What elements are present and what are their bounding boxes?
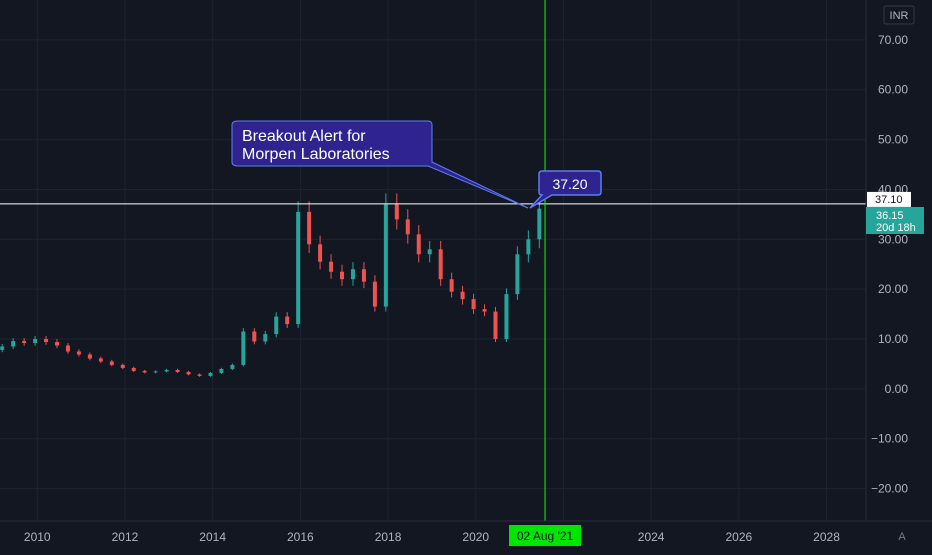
candle-body: [0, 346, 5, 350]
grid: [0, 0, 866, 521]
candle-body: [197, 374, 202, 376]
candle-body: [460, 291, 465, 300]
candle-body: [438, 249, 443, 280]
auto-scale-button[interactable]: A: [898, 531, 906, 543]
candle-body: [329, 261, 334, 272]
candle-body: [22, 341, 27, 344]
candle-body: [537, 208, 542, 240]
price-callout-label: 37.20: [552, 176, 587, 192]
x-tick-label: 2020: [462, 530, 489, 544]
candle-body: [471, 299, 476, 310]
candle-body: [361, 269, 366, 282]
candle-body: [87, 354, 92, 359]
x-tick-label: 2010: [24, 530, 51, 544]
annotation-line-1: Breakout Alert for: [242, 128, 366, 145]
horizontal-line-price-tag: [867, 191, 911, 207]
candle-body: [405, 219, 410, 235]
y-tick-label: 50.00: [878, 133, 908, 147]
candle-body: [65, 345, 70, 352]
candle-body: [515, 254, 520, 295]
currency-badge[interactable]: [883, 5, 915, 25]
candle-body: [416, 234, 421, 255]
price-axis[interactable]: 70.0060.0050.0040.0030.0020.0010.000.00−…: [871, 33, 908, 496]
y-tick-label: 10.00: [878, 332, 908, 346]
candle-body: [350, 269, 355, 280]
candle-body: [120, 364, 125, 368]
candle-body: [296, 211, 301, 325]
x-tick-label: 2024: [638, 530, 665, 544]
y-tick-label: 30.00: [878, 232, 908, 246]
x-tick-label: 2026: [725, 530, 752, 544]
candle-body: [55, 342, 60, 346]
candle-body: [383, 204, 388, 307]
candle-body: [493, 311, 498, 340]
x-tick-label: 2012: [112, 530, 139, 544]
horizontal-line-price-label: 37.10: [875, 194, 903, 206]
candle-body: [11, 341, 16, 347]
annotation-callout[interactable]: [231, 120, 529, 209]
candle-body: [230, 364, 235, 369]
y-tick-label: −20.00: [871, 482, 908, 496]
candlestick-series: [0, 193, 542, 377]
crosshair-date-label: 02 Aug '21: [517, 529, 574, 543]
candle-body: [318, 244, 323, 262]
candle-body: [76, 351, 81, 355]
candle-body: [263, 334, 268, 342]
candle-body: [482, 309, 487, 312]
candle-body: [340, 271, 345, 280]
candle-body: [285, 316, 290, 325]
x-tick-label: 2028: [813, 530, 840, 544]
y-tick-label: −10.00: [871, 432, 908, 446]
y-tick-label: 0.00: [885, 382, 909, 396]
currency-label: INR: [890, 10, 909, 22]
y-tick-label: 20.00: [878, 282, 908, 296]
candle-body: [252, 331, 257, 342]
x-tick-label: 2014: [199, 530, 226, 544]
candle-body: [142, 370, 147, 373]
candle-body: [33, 339, 38, 344]
candle-body: [427, 249, 432, 255]
countdown-label: 20d 18h: [876, 222, 916, 234]
candle-body: [526, 239, 531, 255]
candle-body: [175, 369, 180, 372]
candle-body: [208, 372, 213, 376]
candle-body: [449, 279, 454, 292]
candle-body: [153, 371, 158, 373]
candle-body: [109, 361, 114, 365]
candle-body: [98, 358, 103, 362]
y-tick-label: 60.00: [878, 83, 908, 97]
candle-body: [372, 281, 377, 307]
candle-body: [44, 339, 49, 343]
x-tick-label: 2016: [287, 530, 314, 544]
last-price-tag: [866, 207, 924, 234]
annotation-line-2: Morpen Laboratories: [242, 146, 390, 163]
crosshair-date-tag: [509, 525, 582, 546]
candle-body: [131, 367, 136, 371]
last-price-label: 36.15: [876, 210, 904, 222]
candle-body: [164, 369, 169, 372]
time-axis[interactable]: 2010201220142016201820202022202420262028: [24, 530, 840, 544]
candle-body: [394, 204, 399, 220]
candle-body: [241, 331, 246, 365]
candle-body: [186, 371, 191, 375]
candle-body: [219, 368, 224, 373]
candle-body: [274, 316, 279, 335]
price-callout[interactable]: [529, 170, 602, 209]
candle-body: [307, 211, 312, 245]
y-tick-label: 70.00: [878, 33, 908, 47]
x-tick-label: 2018: [375, 530, 402, 544]
candle-body: [504, 294, 509, 340]
